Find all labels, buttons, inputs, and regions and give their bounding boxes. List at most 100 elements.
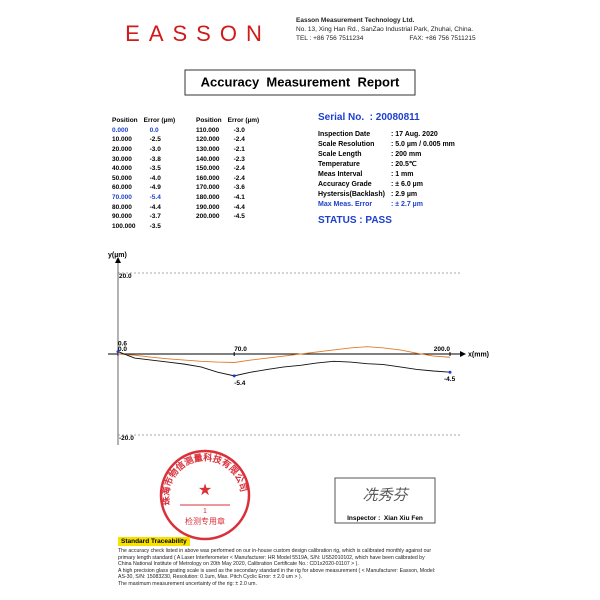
- status: STATUS : PASS: [318, 215, 392, 226]
- info-label: Scale Resolution: [318, 140, 375, 148]
- info-label: Inspection Date: [318, 130, 371, 138]
- info-sep: :: [390, 170, 396, 178]
- table-cell: 20.000: [112, 146, 132, 154]
- x-arrow: [460, 351, 466, 357]
- table-cell: -2.4: [233, 165, 245, 173]
- trace-line: The accuracy check listed in above was p…: [118, 548, 432, 554]
- table-row: 160.000 -2.4: [196, 174, 265, 184]
- info-table: Inspection Date: 17 Aug. 2020 Scale Resol…: [318, 129, 461, 209]
- table-row: 100.000 -3.5: [112, 222, 181, 232]
- title-box: [184, 69, 416, 96]
- info-sep: :: [390, 140, 396, 148]
- table-row: 30.000 -3.8: [112, 154, 181, 164]
- table-cell: -4.0: [149, 174, 161, 182]
- info-sep: :: [390, 190, 396, 198]
- trace-line: AS-30, S/N: 15083230, Resolution: 0.1um,…: [118, 574, 303, 581]
- x-tick-label: 70.0: [234, 346, 247, 353]
- table-row: 180.000 -4.1: [196, 193, 265, 203]
- info-row: Hystersis(Backlash): 2.9 µm: [318, 189, 461, 199]
- signature: 冼秀芬: [362, 487, 409, 504]
- table-row: 70.000 -5.4: [112, 193, 181, 203]
- traceability: Standard Traceability The accuracy check…: [118, 530, 488, 588]
- table-cell: -3.0: [233, 126, 245, 134]
- table-cell: 60.000: [112, 184, 132, 192]
- table-row: 120.000 -2.4: [196, 135, 265, 145]
- table-row: 190.000 -4.4: [196, 202, 265, 212]
- table-cell: -2.3: [233, 155, 245, 163]
- annotation-point: [448, 370, 452, 374]
- table-cell: -2.4: [233, 136, 245, 144]
- table-cell: 30.000: [112, 155, 132, 163]
- table-right: Position Error (µm) 110.000 -3.0 120.000 -2.4…: [196, 116, 265, 222]
- info-text: 17 Aug. 2020: [395, 130, 438, 138]
- info-text: ± 2.7 µm: [395, 200, 423, 208]
- stamp-number: 1: [203, 508, 207, 515]
- info-label: Max Meas. Error: [318, 200, 373, 208]
- table-cell: 80.000: [112, 203, 132, 211]
- header-cell: Position: [196, 117, 222, 125]
- header-cell: Error (µm): [143, 117, 176, 125]
- trace-line: primary length standard ( A Laser Interf…: [118, 554, 425, 561]
- series-line: [117, 351, 451, 377]
- info-sep: :: [390, 180, 396, 188]
- info-sep: :: [390, 200, 396, 208]
- table-cell: 40.000: [112, 165, 132, 173]
- table-header: Position Error (µm): [196, 116, 265, 126]
- table-cell: -4.9: [149, 184, 161, 192]
- info-label: Scale Length: [318, 150, 362, 158]
- table-cell: 120.000: [196, 136, 220, 144]
- series-line: [117, 346, 451, 363]
- table-cell: 130.000: [196, 146, 220, 154]
- table-cell: 70.000: [112, 194, 132, 202]
- table-cell: -3.5: [149, 222, 161, 230]
- table-cell: 0.0: [149, 126, 159, 134]
- inspector: Inspector : Xian Xiu Fen: [347, 515, 423, 522]
- info-text: 2.9 µm: [395, 190, 418, 198]
- table-cell: 50.000: [112, 174, 132, 182]
- table-row: 150.000 -2.4: [196, 164, 265, 174]
- table-left: Position Error (µm) 0.000 0.0 10.000 -2.5 20.0…: [112, 116, 181, 231]
- annotation-label: -5.4: [234, 380, 246, 387]
- info-text: 1 mm: [395, 170, 414, 178]
- signature-box: [334, 477, 436, 524]
- info-value: : 20.5℃: [391, 159, 461, 169]
- table-cell: 180.000: [196, 194, 220, 202]
- company: Easson Measurement Technology Ltd.: [296, 17, 415, 24]
- table-cell: -4.4: [149, 203, 161, 211]
- info-sep: :: [390, 130, 396, 138]
- table-cell: 140.000: [196, 155, 220, 163]
- table-cell: -3.7: [149, 213, 161, 221]
- info-value: : 200 mm: [391, 149, 461, 159]
- info-label: Meas Interval: [318, 170, 363, 178]
- info-row: Meas Interval: 1 mm: [318, 169, 461, 179]
- report-title: Accuracy Measurement Report: [201, 74, 400, 89]
- table-cell: 190.000: [196, 203, 220, 211]
- info-sep: :: [390, 161, 396, 168]
- x-tick-label: 200.0: [434, 346, 451, 353]
- trace-line: China National Institute of Metrology on…: [118, 561, 359, 568]
- table-row: 200.000 -4.5: [196, 212, 265, 222]
- x-axis-label: x(mm): [468, 352, 489, 359]
- table-cell: 0.000: [112, 126, 129, 134]
- annotation-label: -4.5: [444, 376, 456, 383]
- info-value: : ± 6.0 µm: [391, 179, 461, 189]
- table-cell: 10.000: [112, 136, 132, 144]
- info-row: Temperature: 20.5℃: [318, 159, 461, 169]
- stamp-label: 检测专用章: [185, 516, 225, 526]
- table-cell: 110.000: [196, 126, 220, 134]
- table-cell: -2.5: [149, 136, 161, 144]
- info-value: : 2.9 µm: [391, 189, 461, 199]
- table-cell: 90.000: [112, 213, 132, 221]
- table-cell: 100.000: [112, 222, 136, 230]
- trace-line: The maximum measurement uncertainty of t…: [118, 580, 257, 587]
- info-text: 20.5℃: [395, 161, 417, 168]
- info-row: Scale Resolution: 5.0 µm / 0.005 mm: [318, 139, 461, 149]
- table-cell: -5.4: [149, 194, 161, 202]
- info-row: Scale Length : 200 mm: [318, 149, 461, 159]
- trace-line: A high precision glass grating scale is …: [118, 567, 436, 574]
- table-cell: 160.000: [196, 174, 220, 182]
- table-cell: -3.8: [149, 155, 161, 163]
- table-cell: 200.000: [196, 213, 220, 221]
